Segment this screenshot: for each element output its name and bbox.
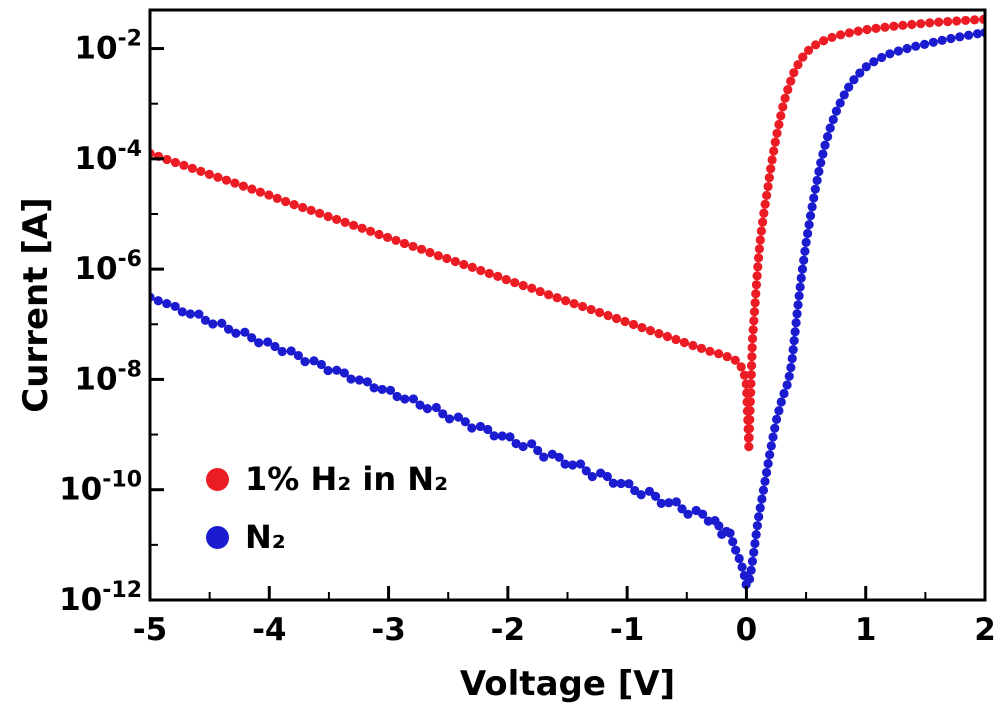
svg-text:10-8: 10-8	[74, 357, 142, 397]
svg-text:2: 2	[974, 612, 996, 648]
svg-text:1: 1	[855, 612, 877, 648]
red-dot-marker-icon	[206, 467, 229, 491]
legend-item-h2-in-n2: 1% H₂ in N₂	[206, 456, 448, 502]
svg-text:10-12: 10-12	[59, 578, 142, 618]
svg-text:-2: -2	[491, 612, 525, 648]
svg-text:0: 0	[736, 612, 758, 648]
svg-text:10-4: 10-4	[74, 137, 142, 177]
legend-label-h2-in-n2: 1% H₂ in N₂	[245, 460, 449, 498]
svg-text:10-2: 10-2	[74, 27, 142, 67]
svg-text:-4: -4	[252, 612, 286, 648]
legend: 1% H₂ in N₂ N₂	[206, 456, 448, 560]
svg-text:10-6: 10-6	[74, 247, 142, 287]
legend-item-n2: N₂	[206, 514, 448, 560]
svg-text:-1: -1	[610, 612, 644, 648]
y-axis-title: Current [A]	[16, 197, 56, 413]
legend-label-n2: N₂	[245, 518, 286, 556]
svg-text:10-10: 10-10	[59, 468, 142, 508]
svg-text:-5: -5	[133, 612, 167, 648]
blue-dot-marker-icon	[206, 525, 229, 549]
x-axis-title: Voltage [V]	[459, 664, 676, 704]
svg-text:-3: -3	[371, 612, 405, 648]
